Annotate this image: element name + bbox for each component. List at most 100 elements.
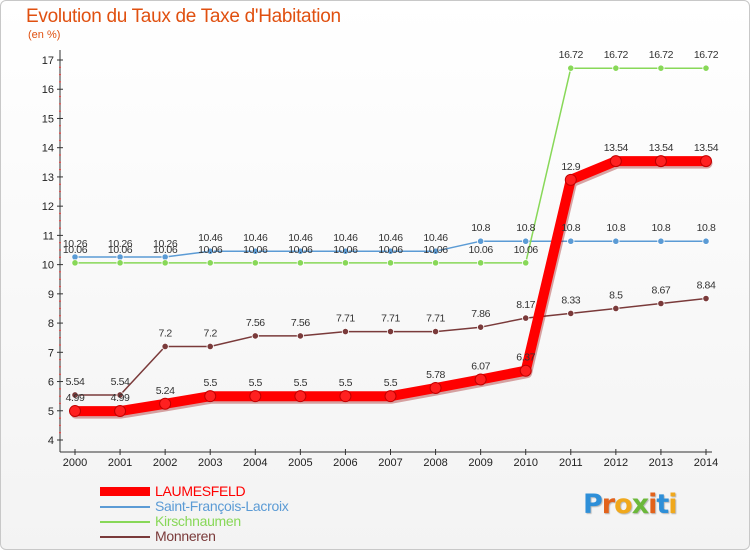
y-minor-dot — [59, 278, 61, 281]
legend-item: Kirschnaumen — [100, 514, 288, 529]
data-point — [702, 294, 710, 303]
series-saint-fran-ois-lacroix — [71, 237, 710, 261]
y-tick-label: 4 — [48, 435, 54, 447]
y-tick-label: 12 — [42, 201, 54, 213]
data-point — [429, 381, 442, 394]
series-line — [70, 156, 711, 417]
y-minor-dot — [59, 110, 61, 113]
y-tick-label: 10 — [42, 260, 54, 272]
y-tick-label: 7 — [48, 347, 54, 359]
data-label: 10.46 — [198, 232, 223, 244]
y-minor-dot — [59, 132, 61, 134]
data-point — [567, 237, 575, 245]
data-label: 10.8 — [697, 222, 716, 234]
data-point — [206, 259, 214, 267]
data-point — [161, 342, 169, 351]
y-tick-label: 9 — [48, 289, 54, 301]
logo-letter: r — [601, 489, 615, 520]
y-minor-dot — [59, 395, 61, 398]
data-label: 5.24 — [156, 385, 175, 397]
data-label: 10.8 — [606, 222, 625, 234]
data-label: 8.33 — [561, 294, 580, 306]
y-minor-dot — [59, 102, 61, 105]
data-point — [477, 323, 485, 331]
y-minor-dot — [59, 183, 61, 186]
data-label: 7.56 — [246, 317, 265, 329]
y-tick-label: 13 — [42, 172, 54, 184]
data-point — [519, 364, 532, 377]
data-label: 16.72 — [604, 49, 629, 61]
y-minor-dot — [59, 227, 61, 229]
y-minor-dot — [59, 300, 61, 303]
data-point — [657, 64, 665, 72]
data-point — [431, 259, 440, 267]
chart-subtitle: (en %) — [28, 29, 61, 41]
y-minor-dot — [59, 154, 61, 156]
line-chart: 4 5 6 7 8 9 10 11 12 13 14 15 16 17 2000 2001 2002 2003 20… — [42, 49, 719, 469]
data-label: 10.46 — [378, 232, 403, 244]
data-point — [71, 259, 79, 267]
data-point — [114, 405, 127, 418]
y-minor-dot — [59, 373, 61, 376]
x-tick-label: 2010 — [513, 457, 537, 469]
data-label: 5.5 — [249, 377, 263, 389]
legend-label: Kirschnaumen — [155, 513, 241, 529]
y-minor-dot — [59, 95, 61, 98]
data-label: 10.06 — [514, 244, 539, 256]
data-label: 13.54 — [649, 142, 674, 154]
data-point — [609, 155, 622, 168]
data-point — [612, 304, 620, 313]
y-minor-dot — [59, 139, 61, 142]
data-point — [567, 64, 575, 72]
data-label: 10.26 — [153, 238, 178, 250]
legend-swatch — [100, 520, 150, 523]
x-tick-label: 2004 — [243, 457, 267, 469]
y-minor-dot — [59, 212, 61, 215]
data-point — [341, 327, 350, 336]
y-minor-dot — [59, 314, 61, 317]
data-point — [431, 247, 440, 255]
data-label: 16.72 — [694, 49, 719, 61]
data-point — [249, 390, 262, 403]
x-tick-label: 2003 — [198, 457, 222, 469]
data-label: 7.2 — [204, 327, 218, 339]
data-point — [116, 259, 124, 267]
data-label: 10.06 — [469, 244, 494, 256]
y-tick-label: 16 — [42, 84, 54, 96]
data-point — [386, 327, 395, 336]
data-point — [206, 342, 214, 351]
data-point — [386, 247, 395, 255]
legend-swatch — [100, 487, 150, 496]
data-label: 8.84 — [697, 280, 716, 292]
y-minor-dot — [59, 219, 61, 222]
x-tick-label: 2013 — [649, 457, 673, 469]
x-tick-label: 2008 — [423, 457, 447, 469]
data-label: 5.78 — [426, 369, 445, 381]
series-monneren — [71, 294, 710, 399]
data-point — [71, 391, 79, 399]
data-label: 5.54 — [66, 376, 85, 388]
y-tick-label: 14 — [42, 143, 54, 155]
data-label: 13.54 — [604, 142, 629, 154]
series-layer — [69, 64, 713, 419]
data-point — [522, 314, 530, 322]
data-label: 7.71 — [381, 313, 400, 325]
x-tick-label: 2000 — [63, 457, 87, 469]
data-point — [206, 247, 214, 255]
y-tick-label: 6 — [48, 377, 54, 389]
data-point — [251, 259, 259, 267]
value-labels-layer: 10.26 10.26 10.26 10.46 10.46 10.46 10.46 10.46… — [63, 49, 719, 404]
data-point — [251, 332, 259, 340]
data-point — [564, 173, 577, 186]
data-point — [612, 64, 620, 72]
data-label: 10.06 — [198, 244, 223, 256]
y-minor-dot — [59, 271, 61, 273]
y-minor-dot — [59, 81, 61, 83]
chart-title: Evolution du Taux de Taxe d'Habitation — [26, 6, 341, 27]
data-label: 16.72 — [559, 49, 584, 61]
logo-letter: o — [614, 489, 633, 520]
data-label: 10.46 — [243, 232, 268, 244]
data-label: 10.06 — [243, 244, 268, 256]
data-label: 8.67 — [652, 284, 671, 296]
